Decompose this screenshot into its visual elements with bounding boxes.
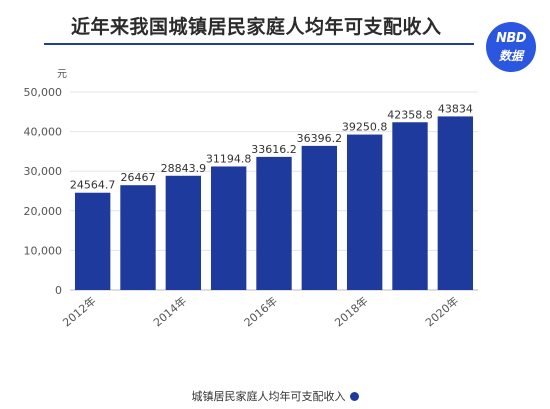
bar (301, 145, 338, 290)
bar-value-label: 24564.7 (70, 179, 116, 192)
bar-value-label: 39250.8 (342, 121, 388, 134)
y-tick-label: 0 (55, 284, 62, 297)
x-tick-label: 2012年 (60, 294, 99, 330)
bar-value-label: 28843.9 (161, 162, 207, 175)
y-tick-label: 40,000 (24, 126, 63, 139)
legend: 城镇居民家庭人均年可支配收入 (0, 388, 550, 404)
legend-label: 城镇居民家庭人均年可支配收入 (191, 390, 346, 403)
nbd-logo: NBD 数据 (486, 22, 536, 72)
chart-title: 近年来我国城镇居民家庭人均年可支配收入 (71, 16, 442, 38)
bar (210, 166, 247, 290)
y-tick-label: 30,000 (24, 165, 63, 178)
y-tick-label: 20,000 (24, 205, 63, 218)
bar (392, 122, 428, 290)
bar-value-label: 36396.2 (297, 132, 343, 145)
logo-text-data: 数据 (498, 49, 523, 63)
x-tick-label: 2014年 (150, 294, 189, 330)
logo-text-nbd: NBD (495, 31, 527, 46)
x-tick-label: 2016年 (241, 294, 280, 330)
bar (346, 134, 383, 290)
x-tick-label: 2018年 (332, 294, 371, 330)
legend-swatch (349, 392, 359, 401)
x-tick-label: 2020年 (422, 294, 461, 330)
bar (256, 156, 292, 290)
bar-value-label: 43834 (438, 102, 473, 115)
bar-value-label: 42358.8 (387, 108, 433, 121)
bar (120, 185, 156, 290)
bar (165, 175, 202, 290)
bar-value-label: 31194.8 (206, 152, 252, 165)
y-axis-unit: 元 (57, 69, 67, 80)
y-tick-label: 50,000 (24, 86, 63, 99)
bar-value-label: 26467 (121, 171, 156, 184)
bar (74, 192, 111, 290)
y-tick-label: 10,000 (24, 244, 63, 257)
bar (437, 116, 474, 290)
title-underline (44, 43, 474, 45)
bar-value-label: 33616.2 (251, 143, 297, 156)
